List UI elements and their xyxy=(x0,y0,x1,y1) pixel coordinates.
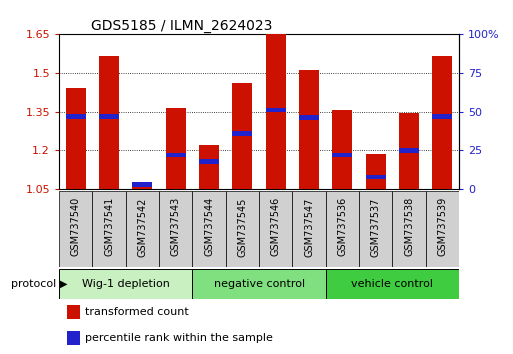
Bar xyxy=(426,191,459,267)
Bar xyxy=(326,269,459,299)
Bar xyxy=(259,191,292,267)
Bar xyxy=(66,88,86,189)
Bar xyxy=(67,331,80,345)
Bar xyxy=(299,115,319,120)
Bar xyxy=(399,148,419,153)
Text: GSM737546: GSM737546 xyxy=(271,197,281,257)
Bar xyxy=(59,191,92,267)
Bar xyxy=(359,191,392,267)
Text: GSM737542: GSM737542 xyxy=(137,197,147,257)
Text: GSM737540: GSM737540 xyxy=(71,197,81,257)
Text: GSM737538: GSM737538 xyxy=(404,197,414,257)
Bar xyxy=(66,114,86,119)
Bar xyxy=(332,110,352,189)
Text: GDS5185 / ILMN_2624023: GDS5185 / ILMN_2624023 xyxy=(91,19,272,33)
Bar xyxy=(432,56,452,189)
Bar xyxy=(432,114,452,119)
Bar xyxy=(99,56,119,189)
Bar xyxy=(226,191,259,267)
Text: ▶: ▶ xyxy=(60,279,68,289)
Bar xyxy=(266,34,286,189)
Bar xyxy=(192,191,226,267)
Bar xyxy=(132,182,152,187)
Bar xyxy=(92,191,126,267)
Bar xyxy=(132,183,152,189)
Text: percentile rank within the sample: percentile rank within the sample xyxy=(85,333,272,343)
Text: vehicle control: vehicle control xyxy=(351,279,433,289)
Bar xyxy=(399,113,419,189)
Bar xyxy=(166,153,186,158)
Text: GSM737545: GSM737545 xyxy=(238,197,247,257)
Text: Wig-1 depletion: Wig-1 depletion xyxy=(82,279,170,289)
Bar xyxy=(392,191,426,267)
Text: transformed count: transformed count xyxy=(85,307,188,317)
Bar xyxy=(366,154,386,189)
Text: GSM737543: GSM737543 xyxy=(171,197,181,257)
Bar xyxy=(366,175,386,179)
Text: GSM737536: GSM737536 xyxy=(338,197,347,257)
Bar xyxy=(199,159,219,164)
Bar xyxy=(67,306,80,319)
Text: protocol: protocol xyxy=(11,279,56,289)
Text: negative control: negative control xyxy=(213,279,305,289)
Text: GSM737537: GSM737537 xyxy=(371,197,381,257)
Bar xyxy=(326,191,359,267)
Text: GSM737541: GSM737541 xyxy=(104,197,114,257)
Bar xyxy=(299,70,319,189)
Bar xyxy=(332,153,352,158)
Bar xyxy=(192,269,326,299)
Bar xyxy=(266,108,286,112)
Text: GSM737547: GSM737547 xyxy=(304,197,314,257)
Bar xyxy=(292,191,326,267)
Text: GSM737544: GSM737544 xyxy=(204,197,214,257)
Bar xyxy=(166,108,186,189)
Bar xyxy=(232,83,252,189)
Bar xyxy=(59,269,192,299)
Bar xyxy=(159,191,192,267)
Text: GSM737539: GSM737539 xyxy=(438,197,447,257)
Bar xyxy=(199,145,219,189)
Bar xyxy=(232,131,252,136)
Bar xyxy=(99,114,119,119)
Bar xyxy=(126,191,159,267)
